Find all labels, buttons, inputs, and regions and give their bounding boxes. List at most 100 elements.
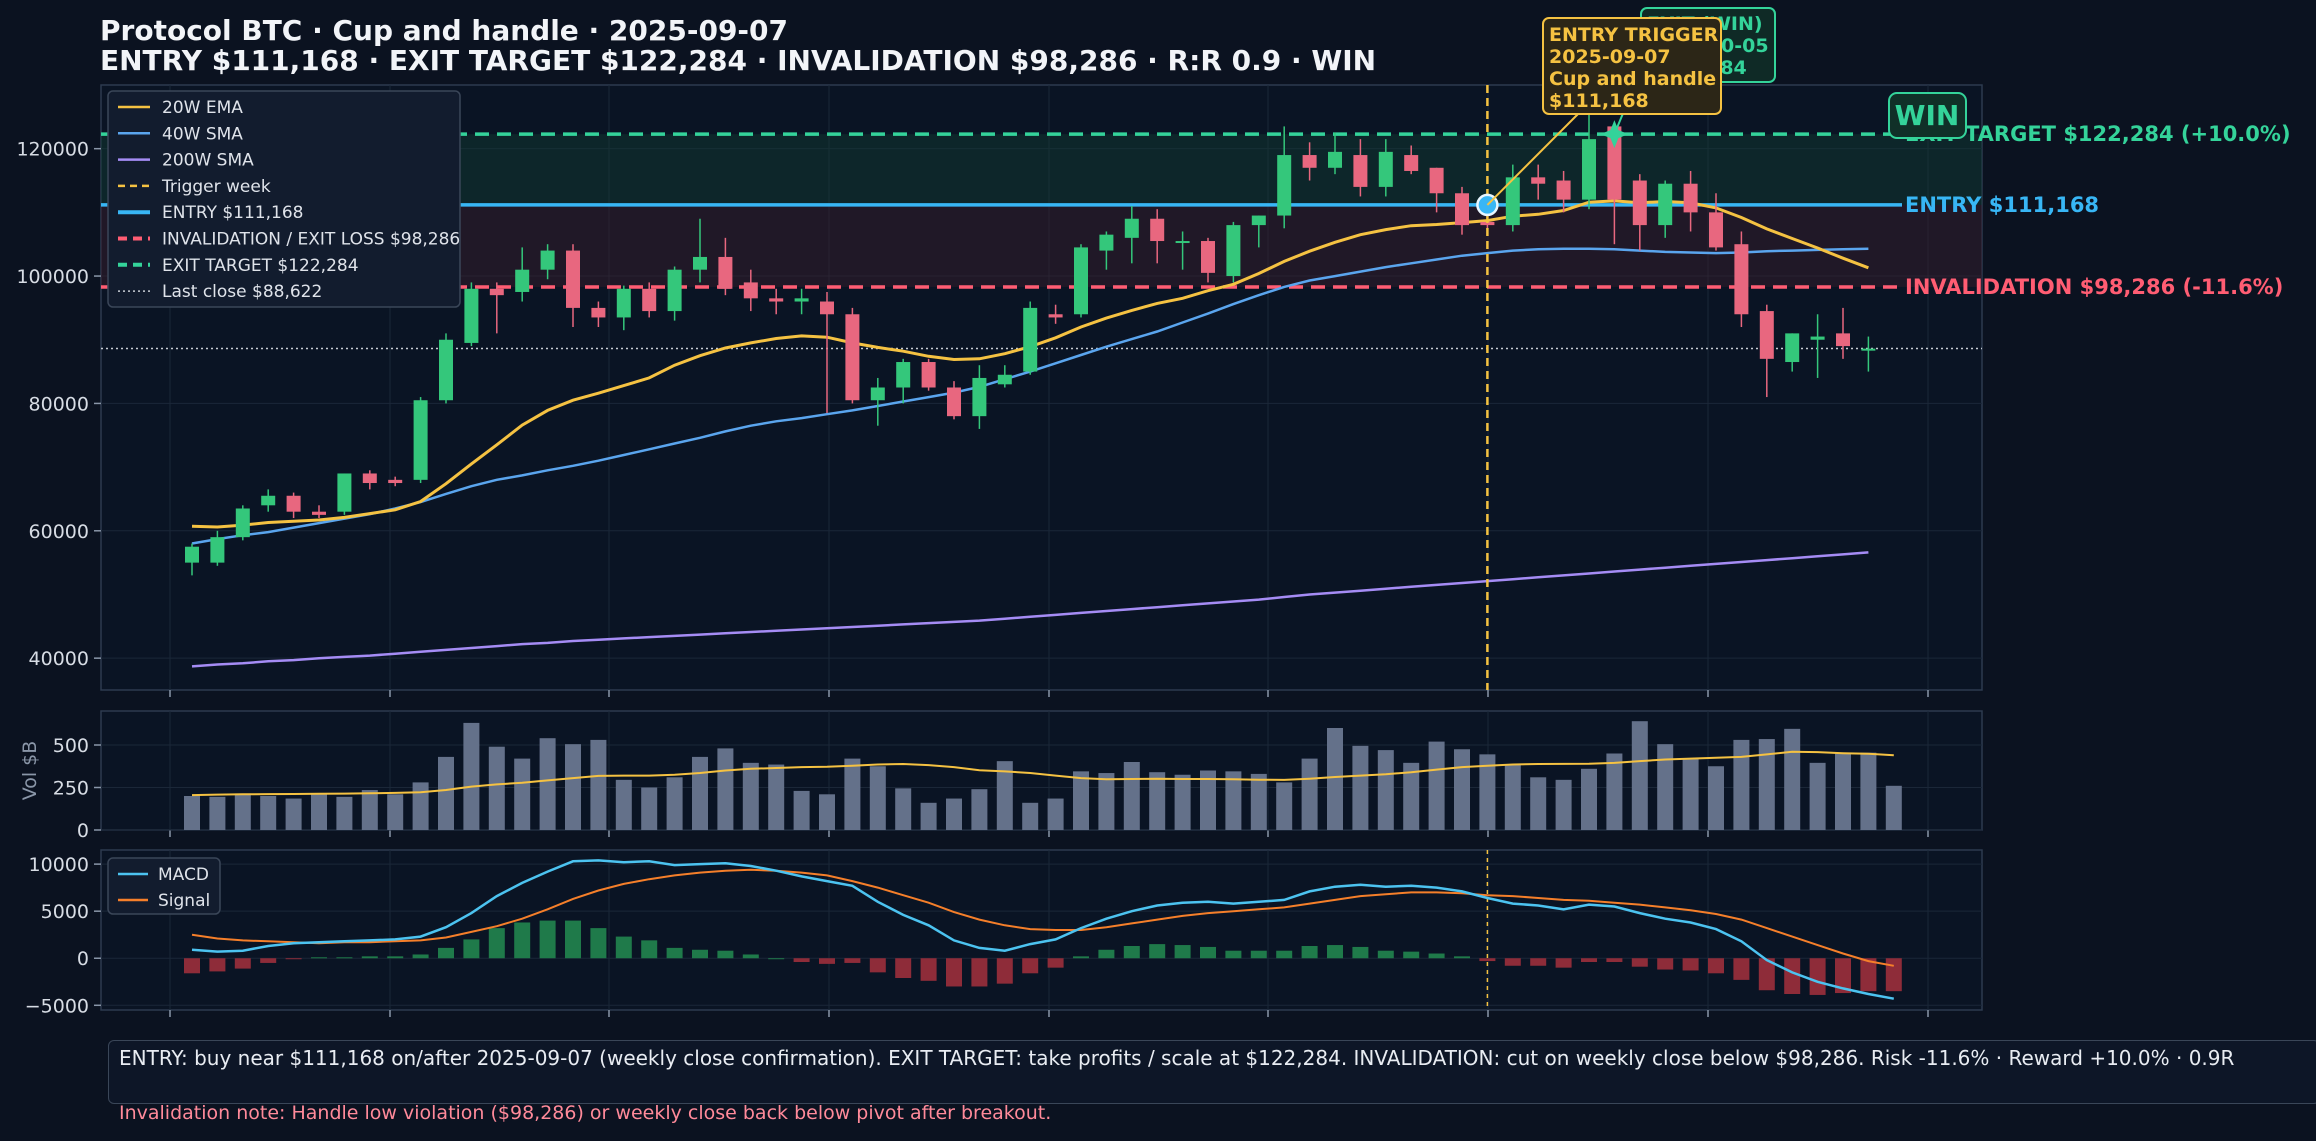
candle-body — [235, 508, 250, 538]
volume-panel — [100, 710, 1983, 831]
macd-histogram-bar — [565, 920, 581, 959]
macd-histogram-bar — [387, 956, 404, 959]
macd-histogram-bar — [514, 922, 531, 959]
volume-bar — [1682, 758, 1699, 830]
macd-histogram-bar — [920, 958, 937, 981]
legend-label: ENTRY $111,168 — [162, 203, 303, 223]
candle-body — [1683, 183, 1698, 213]
macd-histogram-bar — [1276, 950, 1293, 959]
volume-bar — [1581, 768, 1597, 830]
macd-histogram-bar — [1022, 958, 1039, 974]
candle-body — [794, 298, 809, 302]
volume-bar — [1479, 754, 1496, 830]
volume-bar — [768, 764, 785, 830]
volume-bar — [946, 798, 962, 830]
volume-bar — [311, 793, 327, 830]
volume-bar — [285, 798, 302, 830]
volume-bar — [1174, 774, 1191, 830]
candle-body — [362, 473, 377, 484]
trigger-annotation-box — [1542, 17, 1722, 115]
invalidation-label: INVALIDATION $98,286 (-11.6%) — [1905, 275, 2283, 299]
macd-histogram-bar — [1657, 958, 1674, 970]
macd-histogram-bar — [1504, 958, 1521, 966]
volume-bar — [1504, 764, 1521, 830]
candle-body — [1099, 234, 1114, 251]
candle-body — [743, 282, 758, 299]
legend-label: Trigger week — [161, 177, 271, 197]
volume-bar — [184, 796, 200, 830]
macd-histogram-bar — [1098, 949, 1115, 959]
win-badge — [1888, 92, 1967, 139]
candle-body — [388, 479, 403, 484]
volume-bar — [717, 748, 734, 830]
candle-body — [1556, 180, 1571, 200]
candle-body — [997, 374, 1012, 385]
candle-body — [540, 250, 555, 270]
candle-body — [515, 269, 530, 292]
macd-histogram-bar — [1784, 958, 1801, 994]
volume-y-axis-label: Vol $B — [19, 741, 41, 801]
macd-histogram-bar — [692, 949, 708, 959]
y-tick-label: 0 — [77, 948, 89, 970]
legend-label: Last close $88,622 — [162, 282, 322, 302]
macd-histogram-bar — [971, 958, 988, 987]
candle-body — [921, 362, 936, 388]
volume-bar — [234, 793, 251, 830]
volume-bar — [539, 738, 556, 830]
macd-histogram-bar — [285, 958, 302, 960]
macd-histogram-bar — [1250, 950, 1267, 959]
legend-label: 20W EMA — [162, 98, 243, 118]
volume-bar — [819, 794, 835, 830]
volume-bar — [895, 788, 912, 830]
candle-body — [489, 288, 504, 296]
volume-bar — [1708, 766, 1724, 830]
candle-body — [312, 511, 326, 515]
candle-body — [667, 269, 682, 312]
y-tick-label: −5000 — [25, 995, 89, 1017]
macd-histogram-bar — [1581, 958, 1597, 962]
candle-body — [1175, 241, 1190, 244]
trigger-annotation-arrow — [1486, 113, 1579, 206]
macd-histogram-bar — [1428, 953, 1445, 959]
volume-bar — [666, 777, 683, 830]
candle-body — [718, 256, 733, 289]
legend-label: 40W SMA — [162, 124, 243, 144]
macd-histogram-bar — [819, 958, 835, 964]
volume-bar — [641, 787, 658, 830]
candle-body — [286, 495, 301, 512]
macd-histogram-bar — [1352, 946, 1369, 959]
candle-body — [1023, 307, 1038, 372]
macd-histogram-bar — [463, 939, 480, 959]
macd-histogram-bar — [1758, 958, 1775, 991]
y-tick-label: 250 — [53, 778, 89, 800]
y-tick-label: 60000 — [29, 521, 89, 543]
candle-body — [1328, 151, 1342, 168]
macd-histogram-bar — [615, 936, 632, 959]
candle-body — [1074, 247, 1088, 315]
candle-body — [870, 387, 885, 401]
macd-histogram-bar — [1860, 958, 1877, 992]
volume-bar — [1784, 728, 1801, 830]
candle-body — [1607, 126, 1622, 200]
candle-body — [1124, 218, 1139, 238]
macd-histogram-bar — [590, 928, 607, 959]
candle-body — [1861, 348, 1876, 351]
price-legend — [107, 90, 461, 308]
volume-bar — [387, 794, 404, 830]
volume-bar — [1606, 753, 1623, 830]
candle-body — [1226, 225, 1241, 277]
volume-bar — [1885, 785, 1902, 830]
volume-bar — [1835, 752, 1851, 830]
candle-body — [1531, 177, 1546, 184]
macd-histogram-bar — [361, 956, 378, 959]
candle-body — [616, 288, 631, 318]
volume-bar — [1073, 771, 1089, 830]
signal-line — [191, 868, 1894, 967]
volume-bar — [260, 796, 277, 830]
macd-histogram-bar — [1733, 958, 1750, 980]
legend-label: EXIT TARGET $122,284 — [162, 256, 359, 276]
volume-bar — [1733, 739, 1750, 830]
volume-bar — [565, 744, 581, 830]
candle-body — [1734, 244, 1749, 315]
candle-body — [1480, 221, 1495, 226]
